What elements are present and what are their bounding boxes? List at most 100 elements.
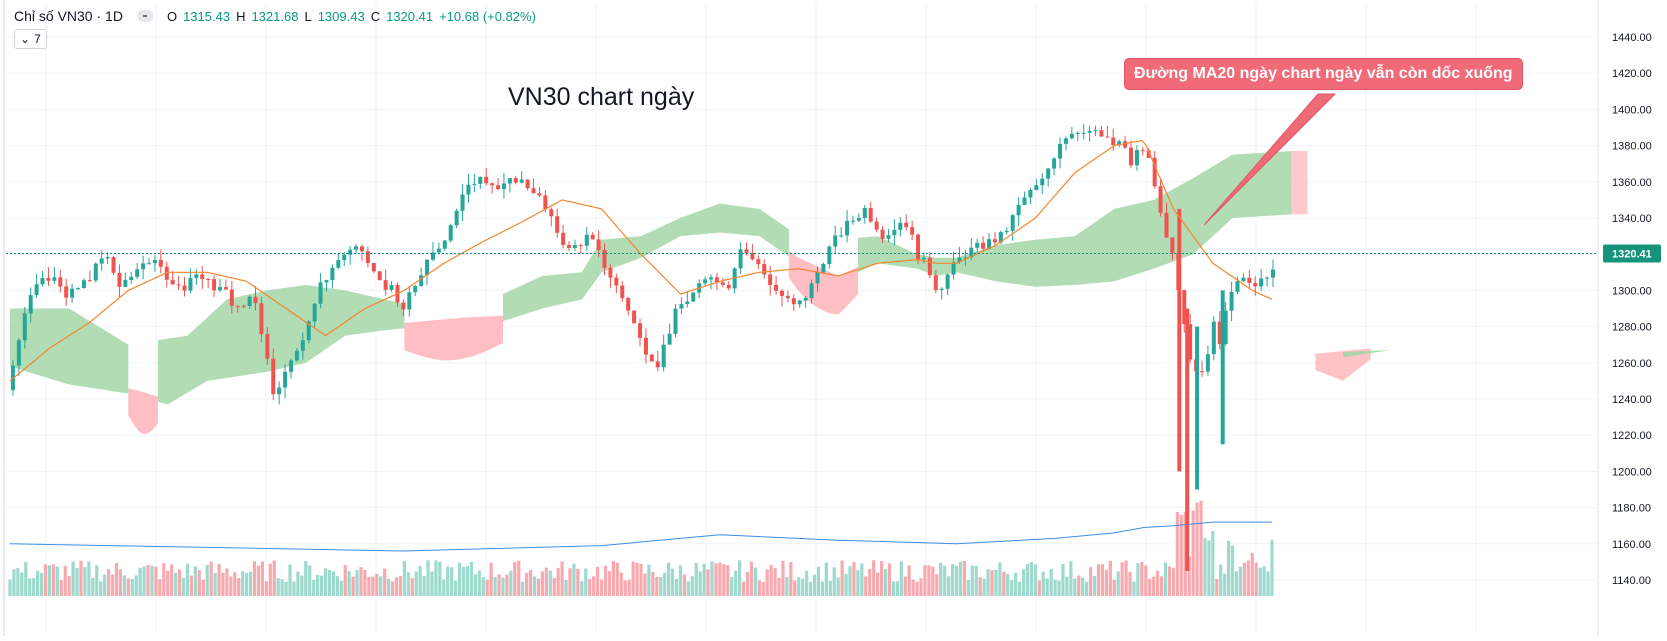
candle-down [1188,324,1193,360]
candle-up [188,278,193,291]
callout-arrow [1203,93,1337,226]
volume-bar [272,560,276,596]
volume-bar [718,562,722,596]
chart-title-annotation[interactable]: VN30 chart ngày [508,83,695,111]
volume-bar [1010,580,1014,596]
volume-bar [548,570,552,596]
candle-down [555,216,560,233]
volume-bar [994,569,998,596]
volume-bar [1037,580,1041,596]
ma20-line [9,139,1273,382]
candle-up [987,239,992,249]
candle-down [1177,208,1182,472]
volume-bar [398,576,403,596]
candle-up [1195,326,1200,490]
volume-bar [197,570,201,596]
candle-down [531,188,536,194]
candle-up [99,258,104,264]
volume-bar [1152,576,1156,596]
candle-up [673,308,678,334]
candle-up [691,292,696,302]
volume-bar [805,570,809,596]
candle-up [141,263,146,270]
candle-down [910,227,915,235]
volume-bar [248,571,253,596]
candle-up [460,194,465,211]
candle-up [448,225,453,241]
volume-bar [221,572,225,596]
volume-bar [1116,571,1120,596]
volume-bar [907,565,911,596]
candle-down [117,272,122,287]
candle-up [921,257,926,260]
candle-up [892,229,897,236]
candle-down [916,234,921,260]
volume-bar [402,560,406,596]
candle-up [478,176,483,184]
volume-bar [895,581,899,596]
volume-bar [923,565,927,596]
volume-bar [544,567,548,596]
candle-up [862,207,867,218]
candle-up [1075,132,1080,134]
volume-bar [473,574,477,596]
volume-bar [39,572,44,596]
candle-down [626,298,631,311]
volume-bar [808,581,813,596]
low-value: 1309.43 [317,8,365,24]
candle-down [496,185,501,190]
volume-bar [1112,579,1116,596]
volume-bar [288,564,292,596]
volume-bar [375,573,379,596]
volume-bar [47,565,52,596]
candle-up [845,220,850,236]
volume-bar [532,576,537,596]
volume-bar [1156,570,1160,596]
volume-bar [986,569,990,596]
candle-up [679,304,684,309]
candle-down [543,195,548,210]
volume-bar [694,562,698,596]
candle-up [809,283,814,298]
volume-bar [359,567,363,596]
volume-bar [406,572,410,596]
visibility-toggle-icon[interactable] [136,10,153,22]
volume-bar [596,566,600,596]
volume-bar [83,567,87,596]
volume-bar [1203,537,1207,596]
volume-bar [840,560,844,596]
candle-up [1058,143,1063,159]
candle-down [620,285,625,299]
volume-bar [71,561,75,596]
volume-bar [394,577,399,596]
volume-bar [106,569,111,596]
callout-annotation[interactable]: Đường MA20 ngày chart ngày vẫn còn dốc x… [1124,58,1523,90]
candle-up [472,183,477,185]
volume-bar [773,568,777,596]
volume-bar [1002,571,1006,596]
volume-bar [256,565,261,596]
volume-bar [816,566,821,596]
volume-bar [698,571,702,596]
candle-up [300,340,305,351]
volume-bar [576,568,580,596]
candle-up [152,259,157,264]
volume-bar [434,560,438,596]
volume-bar [1179,514,1183,596]
candle-up [1259,278,1264,287]
volume-bar [387,578,391,596]
volume-bar [564,580,568,596]
volume-bar [481,577,485,596]
candle-up [519,179,524,183]
volume-bar [1207,540,1211,596]
volume-bar [229,576,233,596]
volume-bar [947,576,951,596]
symbol-name[interactable]: Chỉ số VN30 · 1D [14,8,123,24]
indicators-toggle-button[interactable]: ⌄ 7 [14,29,47,49]
volume-bar [304,561,308,596]
volume-bar [1041,571,1045,596]
candle-up [324,280,329,283]
candle-up [1134,150,1139,166]
